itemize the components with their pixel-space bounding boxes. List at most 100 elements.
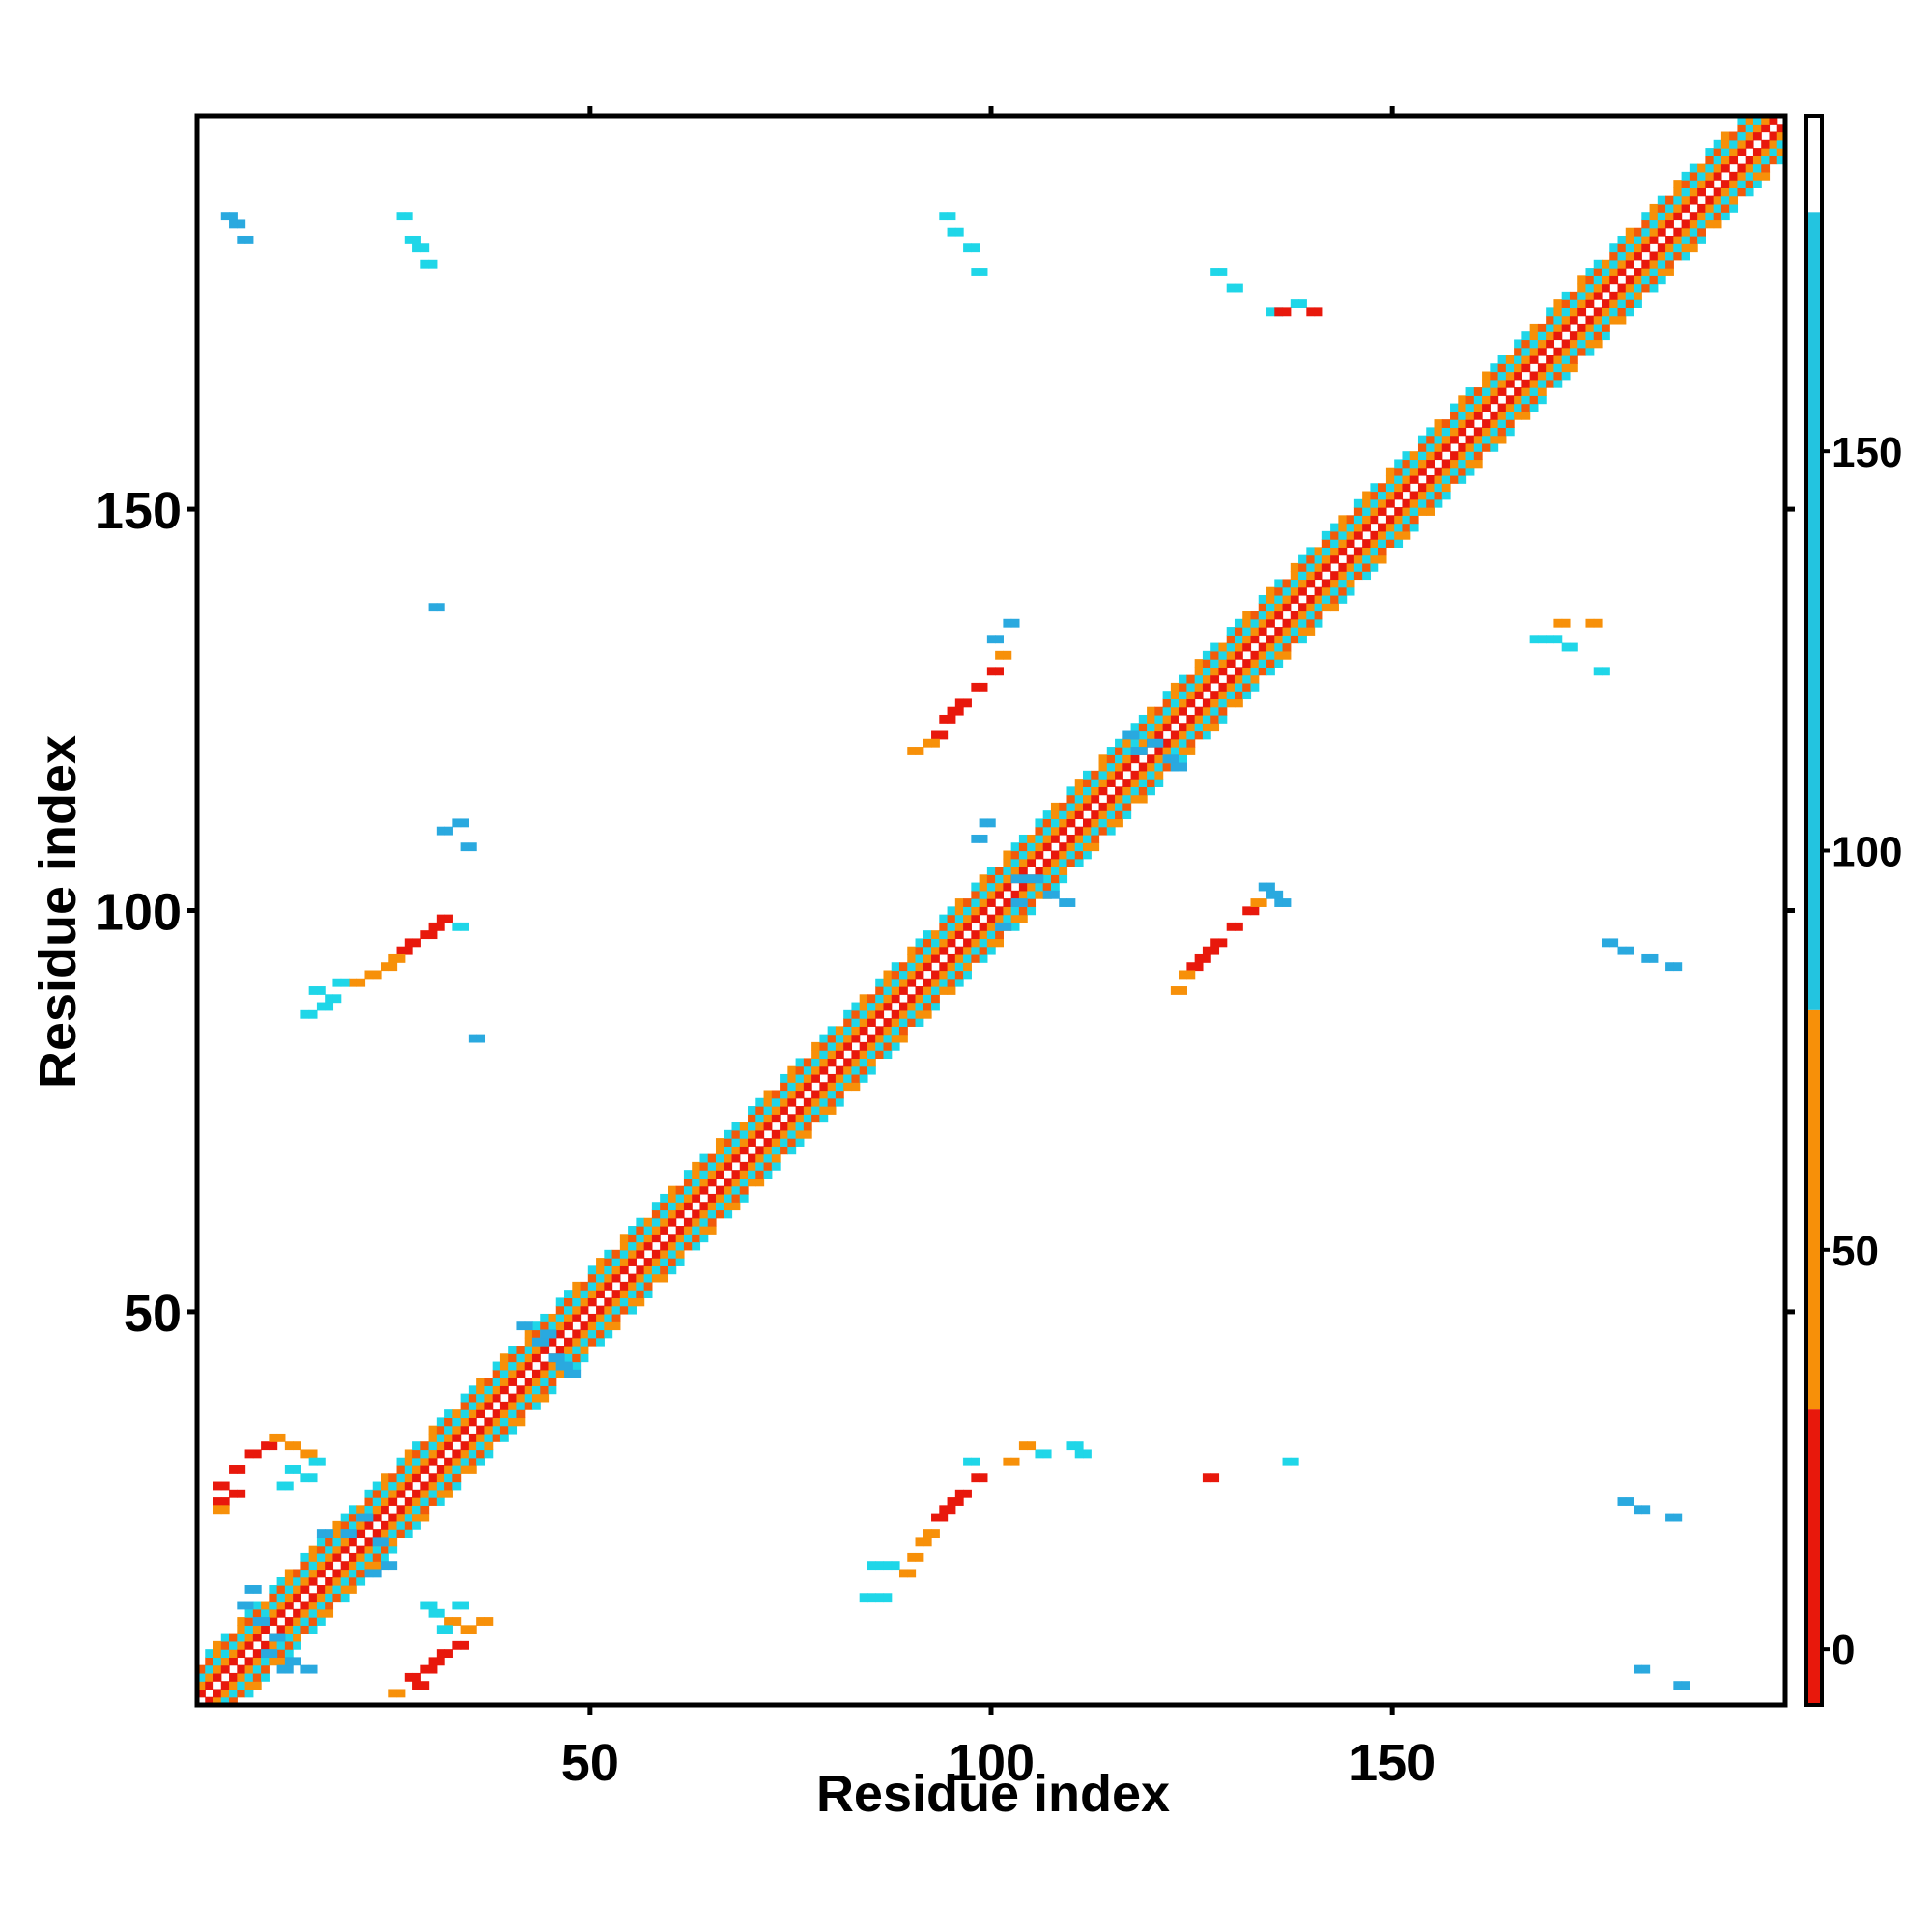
heatmap-cell bbox=[803, 1114, 812, 1123]
heatmap-cell bbox=[564, 1290, 573, 1299]
x-tick-label: 100 bbox=[948, 1734, 1035, 1792]
heatmap-cell bbox=[1394, 491, 1404, 500]
heatmap-cell bbox=[1274, 650, 1284, 660]
heatmap-cell bbox=[763, 1097, 773, 1107]
heatmap-cell bbox=[668, 1209, 677, 1219]
heatmap-cell bbox=[564, 1321, 573, 1331]
heatmap-cell bbox=[755, 1170, 765, 1179]
heatmap-cell bbox=[1362, 571, 1372, 581]
heatmap-cell bbox=[859, 1009, 868, 1019]
heatmap-cell bbox=[468, 1457, 477, 1466]
heatmap-cell bbox=[907, 1002, 917, 1011]
heatmap-cell bbox=[436, 826, 445, 836]
heatmap-cell bbox=[587, 1321, 597, 1331]
heatmap-cell bbox=[580, 1305, 589, 1315]
heatmap-cell bbox=[724, 1153, 733, 1163]
heatmap-cell bbox=[244, 235, 254, 244]
heatmap-cell bbox=[316, 1561, 326, 1571]
heatmap-cell bbox=[619, 1281, 629, 1291]
heatmap-cell bbox=[851, 1082, 861, 1092]
heatmap-cell bbox=[564, 1297, 573, 1307]
heatmap-cell bbox=[1537, 379, 1547, 388]
heatmap-cell bbox=[436, 1465, 445, 1474]
heatmap-cell bbox=[499, 1361, 509, 1371]
heatmap-cell bbox=[1617, 268, 1627, 276]
heatmap-cell bbox=[1210, 698, 1220, 708]
heatmap-cell bbox=[731, 1170, 741, 1179]
heatmap-cell bbox=[819, 1106, 829, 1115]
heatmap-cell bbox=[1098, 786, 1108, 796]
heatmap-cell bbox=[1010, 922, 1020, 931]
heatmap-cell bbox=[915, 1552, 924, 1562]
heatmap-cell bbox=[1138, 779, 1148, 787]
heatmap-cell bbox=[1066, 1441, 1076, 1451]
heatmap-cell bbox=[372, 1481, 382, 1491]
heatmap-cell bbox=[1027, 858, 1037, 867]
heatmap-cell bbox=[819, 1090, 829, 1099]
heatmap-cell bbox=[1729, 139, 1739, 149]
heatmap-cell bbox=[636, 1249, 645, 1259]
heatmap-cell bbox=[436, 1449, 445, 1459]
heatmap-cell bbox=[460, 1457, 469, 1466]
heatmap-cell bbox=[780, 1122, 788, 1131]
heatmap-cell bbox=[284, 1593, 294, 1603]
heatmap-cell bbox=[444, 1465, 453, 1474]
heatmap-cell bbox=[1593, 275, 1603, 285]
heatmap-cell bbox=[675, 1202, 685, 1211]
heatmap-cell bbox=[1298, 299, 1307, 308]
heatmap-cell bbox=[1194, 953, 1204, 963]
heatmap-cell bbox=[587, 1313, 597, 1322]
heatmap-cell bbox=[420, 1457, 430, 1466]
heatmap-cell bbox=[803, 1097, 812, 1107]
heatmap-cell bbox=[1625, 251, 1634, 261]
heatmap-cell bbox=[1290, 562, 1299, 572]
heatmap-cell bbox=[1729, 148, 1739, 156]
heatmap-cell bbox=[508, 1393, 518, 1403]
heatmap-cell bbox=[1234, 650, 1243, 660]
heatmap-cell bbox=[1074, 858, 1084, 867]
heatmap-cell bbox=[499, 1409, 509, 1419]
heatmap-cell bbox=[1434, 474, 1443, 484]
heatmap-cell bbox=[1186, 747, 1196, 755]
heatmap-cell bbox=[1450, 419, 1459, 428]
heatmap-cell bbox=[1234, 635, 1243, 644]
heatmap-cell bbox=[356, 1569, 366, 1578]
heatmap-cell bbox=[381, 1537, 389, 1547]
heatmap-cell bbox=[492, 1385, 501, 1395]
heatmap-cell bbox=[460, 1441, 469, 1451]
heatmap-cell bbox=[931, 986, 940, 995]
heatmap-cell bbox=[325, 1545, 334, 1554]
heatmap-cell bbox=[220, 1649, 230, 1659]
heatmap-cell bbox=[1521, 411, 1531, 420]
heatmap-cell bbox=[811, 1114, 820, 1123]
heatmap-cell bbox=[1385, 474, 1395, 484]
heatmap-cell bbox=[628, 1258, 637, 1266]
heatmap-cell bbox=[1106, 826, 1116, 836]
heatmap-cell bbox=[1585, 268, 1595, 276]
heatmap-cell bbox=[540, 1393, 550, 1403]
heatmap-cell bbox=[763, 1170, 773, 1179]
heatmap-cell bbox=[683, 1170, 693, 1179]
heatmap-cell bbox=[1362, 523, 1372, 532]
heatmap-cell bbox=[1218, 938, 1228, 948]
heatmap-cell bbox=[412, 1449, 421, 1459]
heatmap-cell bbox=[428, 930, 438, 940]
heatmap-cell bbox=[1625, 235, 1634, 244]
heatmap-cell bbox=[1402, 474, 1411, 484]
heatmap-cell bbox=[428, 1449, 438, 1459]
heatmap-cell bbox=[1122, 794, 1132, 804]
heatmap-cell bbox=[444, 1489, 453, 1498]
heatmap-cells bbox=[197, 116, 1786, 1706]
heatmap-cell bbox=[269, 1441, 278, 1451]
heatmap-cell bbox=[979, 898, 988, 907]
heatmap-cell bbox=[284, 1633, 294, 1642]
heatmap-cell bbox=[1074, 834, 1084, 843]
heatmap-cell bbox=[396, 212, 406, 221]
heatmap-cell bbox=[1027, 890, 1037, 899]
heatmap-cell bbox=[220, 1664, 230, 1674]
heatmap-cell bbox=[907, 1018, 917, 1027]
heatmap-cell bbox=[1537, 395, 1547, 405]
heatmap-cell bbox=[1003, 867, 1012, 875]
heatmap-cell bbox=[1689, 187, 1698, 197]
heatmap-cell bbox=[293, 1577, 301, 1586]
